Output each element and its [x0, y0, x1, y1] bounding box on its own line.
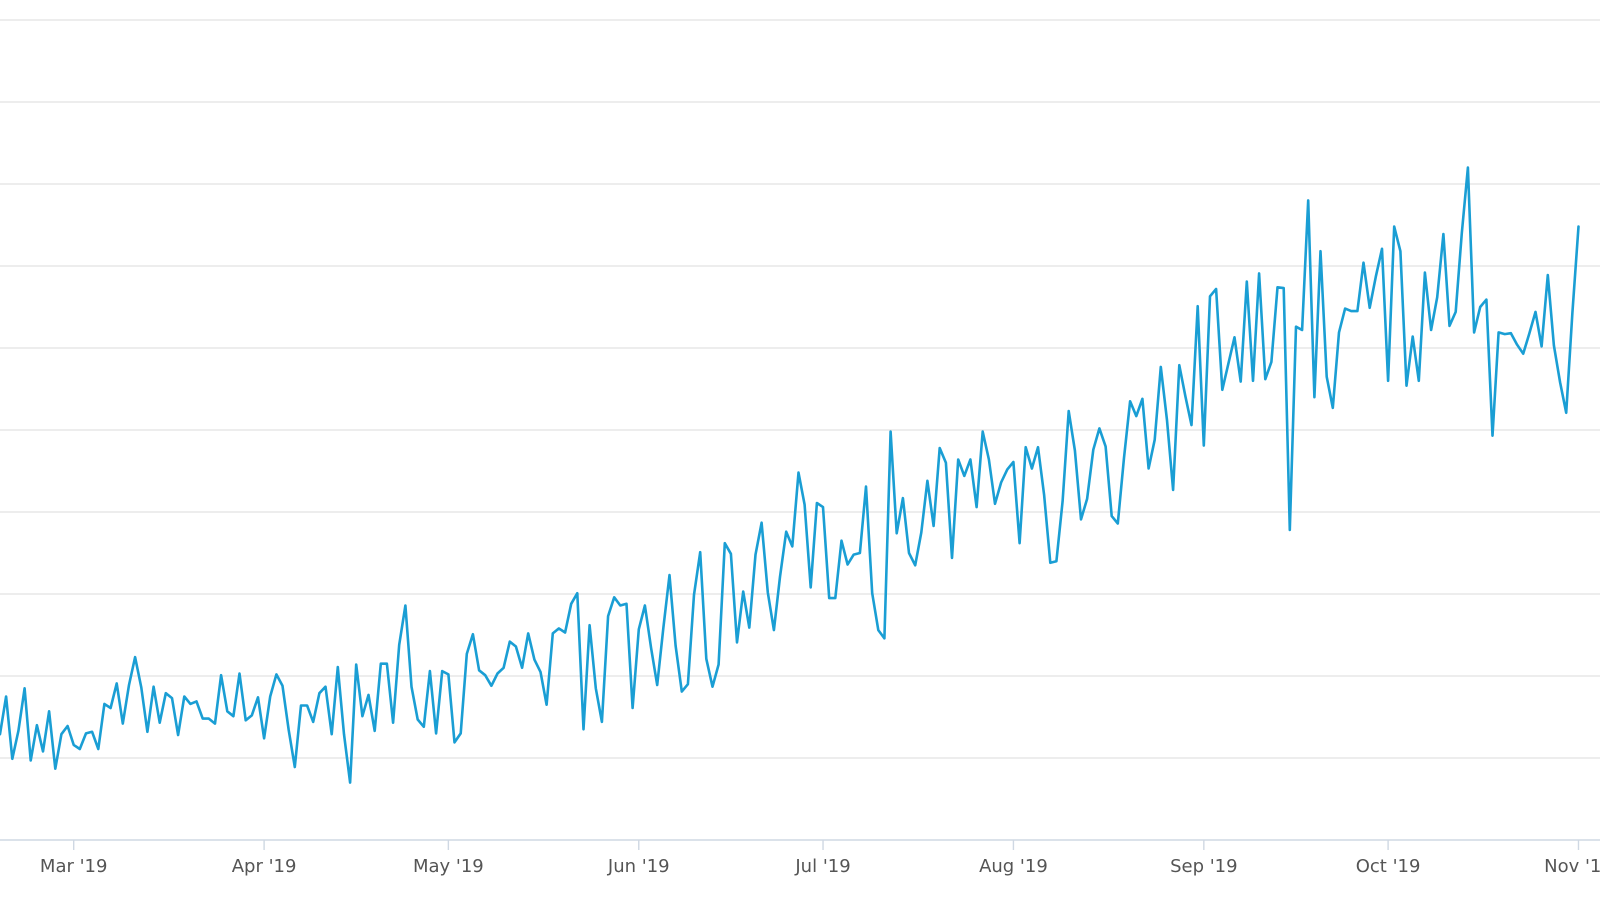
- x-tick-label: Aug '19: [979, 856, 1048, 877]
- grid-lines: [0, 19, 1600, 759]
- x-tick-label: May '19: [413, 856, 484, 877]
- x-tick-label: Sep '19: [1170, 856, 1238, 877]
- x-axis: Mar '19 Apr '19 May '19 Jun '19 Jul '19 Aug '…: [0, 839, 1600, 877]
- x-tick-label: Jul '19: [794, 856, 850, 877]
- series-line-0: [0, 166, 1580, 784]
- series-layer: [0, 166, 1580, 784]
- x-tick-label: Mar '19: [40, 856, 108, 877]
- x-tick-label: Apr '19: [232, 856, 297, 877]
- x-tick-label: Nov '19: [1544, 856, 1600, 877]
- x-tick-label: Oct '19: [1356, 856, 1421, 877]
- x-tick-label: Jun '19: [607, 856, 670, 877]
